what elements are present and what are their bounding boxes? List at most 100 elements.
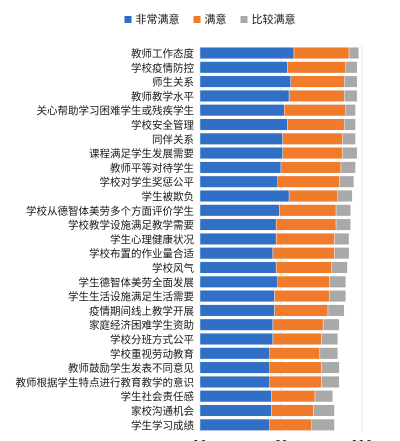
legend-label: 比较满意 bbox=[252, 12, 296, 26]
category-label: 同伴关系 bbox=[152, 133, 194, 146]
bar-9-series-1 bbox=[199, 161, 282, 174]
bar-12-series-1 bbox=[199, 204, 280, 217]
bar-26-series-2 bbox=[271, 404, 314, 417]
bar-14-series-1 bbox=[199, 232, 277, 245]
bar-11-series-3 bbox=[337, 190, 353, 202]
bar-16-series-3 bbox=[331, 261, 348, 274]
category-label: 学校分班方式公平 bbox=[110, 333, 194, 346]
bar-21-series-1 bbox=[199, 333, 274, 345]
bar-1-series-1 bbox=[199, 47, 295, 59]
category-label: 学生心理健康状况 bbox=[110, 233, 194, 246]
category-label: 教师平等对待学生 bbox=[110, 161, 194, 174]
category-label: 学校从德智体美劳多个方面评价学生 bbox=[26, 204, 194, 217]
category-label: 学校风气 bbox=[152, 262, 194, 275]
bar-21-series-3 bbox=[321, 333, 338, 345]
bar-17-series-1 bbox=[199, 275, 278, 288]
bar-13-series-1 bbox=[199, 218, 277, 231]
category-label: 家校沟通机会 bbox=[131, 405, 194, 418]
bar-12-series-2 bbox=[279, 204, 337, 217]
bar-10-series-2 bbox=[277, 175, 340, 188]
category-label: 家庭经济困难学生资助 bbox=[89, 319, 194, 332]
category-label: 学生生活设施满足生活需要 bbox=[68, 290, 194, 303]
bar-22-series-1 bbox=[199, 347, 270, 360]
bar-7-series-1 bbox=[199, 132, 283, 145]
bar-21-series-2 bbox=[272, 333, 322, 345]
category-label: 关心帮助学习困难学生或残疾学生 bbox=[37, 104, 195, 117]
bar-25-series-1 bbox=[199, 390, 272, 403]
bar-5-series-2 bbox=[284, 104, 346, 117]
category-label: 学校疫情防控 bbox=[131, 61, 194, 74]
bar-7-series-3 bbox=[342, 132, 356, 145]
bar-26-series-3 bbox=[313, 404, 335, 417]
bar-5-series-1 bbox=[199, 104, 285, 117]
category-label: 学校重视劳动教育 bbox=[110, 347, 194, 360]
bar-24-series-2 bbox=[269, 375, 322, 388]
category-label: 学生社会责任感 bbox=[121, 390, 195, 403]
category-label: 学校安全管理 bbox=[131, 119, 194, 132]
category-label: 学生学习成绩 bbox=[131, 419, 194, 432]
bar-4-series-3 bbox=[343, 89, 358, 102]
category-label: 教师工作态度 bbox=[131, 47, 194, 60]
bar-18-series-2 bbox=[274, 290, 330, 303]
legend-label: 满意 bbox=[205, 12, 227, 26]
bar-27-series-2 bbox=[269, 418, 312, 431]
bar-19-series-3 bbox=[327, 304, 345, 317]
bar-26-series-1 bbox=[199, 404, 272, 417]
bar-3-series-1 bbox=[199, 75, 291, 88]
bar-8-series-1 bbox=[199, 147, 283, 160]
bar-20-series-1 bbox=[199, 318, 274, 331]
category-label: 师生关系 bbox=[152, 76, 194, 89]
bar-1-series-3 bbox=[348, 47, 359, 59]
bar-22-series-3 bbox=[319, 347, 338, 360]
legend-swatch-3 bbox=[240, 16, 248, 23]
bar-11-series-2 bbox=[288, 190, 338, 202]
bar-24-series-3 bbox=[321, 375, 340, 388]
bar-15-series-2 bbox=[272, 247, 335, 260]
bar-24-series-1 bbox=[199, 375, 270, 388]
x-tick-label: 10 bbox=[193, 438, 207, 441]
bar-6-series-2 bbox=[287, 118, 345, 131]
bar-16-series-2 bbox=[275, 261, 332, 274]
bar-16-series-1 bbox=[199, 261, 277, 274]
category-label: 学生被欺负 bbox=[142, 190, 195, 203]
bar-9-series-2 bbox=[280, 161, 342, 174]
bar-18-series-3 bbox=[329, 290, 347, 303]
bar-25-series-3 bbox=[314, 390, 334, 403]
bars bbox=[199, 47, 359, 431]
bar-14-series-3 bbox=[334, 232, 350, 245]
bar-10-series-1 bbox=[199, 175, 278, 188]
category-label: 学校布置的作业量合适 bbox=[89, 247, 194, 260]
bar-15-series-1 bbox=[199, 247, 274, 260]
bar-3-series-3 bbox=[343, 75, 358, 88]
bar-2-series-1 bbox=[199, 61, 288, 74]
bar-11-series-1 bbox=[199, 190, 290, 202]
bar-5-series-3 bbox=[345, 104, 356, 117]
x-tick-label: 60 bbox=[274, 438, 288, 441]
bar-25-series-2 bbox=[271, 390, 316, 403]
bar-2-series-3 bbox=[345, 61, 358, 74]
bar-15-series-3 bbox=[334, 247, 350, 260]
bar-23-series-3 bbox=[321, 361, 340, 374]
bar-27-series-3 bbox=[311, 418, 335, 431]
bar-23-series-1 bbox=[199, 361, 270, 374]
category-label: 教师鼓励学生发表不同意见 bbox=[68, 362, 194, 375]
bar-19-series-2 bbox=[274, 304, 329, 317]
category-label: 学生德智体美劳全面发展 bbox=[79, 276, 195, 289]
legend-swatch-2 bbox=[193, 16, 201, 23]
category-label: 教师教学水平 bbox=[131, 90, 194, 103]
bar-20-series-3 bbox=[322, 318, 340, 331]
category-labels: 教师工作态度学校疫情防控师生关系教师教学水平关心帮助学习困难学生或残疾学生学校安… bbox=[16, 47, 195, 432]
bar-18-series-1 bbox=[199, 290, 275, 303]
bar-9-series-3 bbox=[340, 161, 356, 174]
bar-4-series-1 bbox=[199, 89, 290, 102]
category-label: 课程满足学生发展需要 bbox=[89, 147, 194, 160]
bar-10-series-3 bbox=[339, 175, 355, 188]
legend-swatch-1 bbox=[124, 16, 132, 23]
legend-label: 非常满意 bbox=[136, 12, 180, 26]
x-tick-label: 110 bbox=[352, 438, 373, 441]
category-label: 疫情期间线上教学开展 bbox=[89, 304, 194, 317]
bar-7-series-2 bbox=[282, 132, 343, 145]
bar-14-series-2 bbox=[275, 232, 335, 245]
bar-23-series-2 bbox=[269, 361, 322, 374]
